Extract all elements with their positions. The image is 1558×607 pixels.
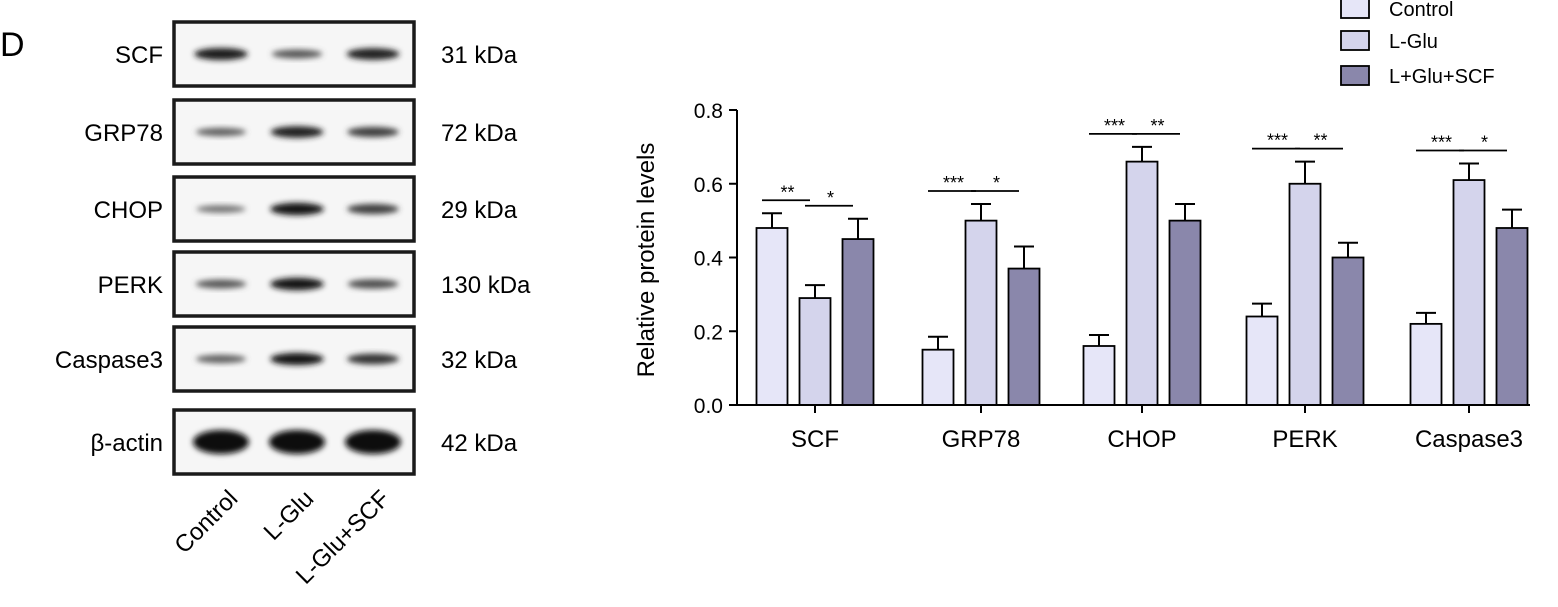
significance-label: * xyxy=(1481,132,1488,152)
significance-label: * xyxy=(993,173,1000,193)
bar xyxy=(1168,219,1202,406)
bar xyxy=(921,348,955,406)
blot-lane-label: Control xyxy=(169,485,243,559)
blot-band xyxy=(346,48,400,60)
blot-kda-label: 31 kDa xyxy=(441,42,518,69)
significance-label: ** xyxy=(780,182,794,202)
significance-label: *** xyxy=(943,173,964,193)
y-axis-label: Relative protein levels xyxy=(633,143,660,378)
blot-band xyxy=(347,203,399,215)
bar xyxy=(1082,345,1116,406)
blot-band xyxy=(196,205,246,213)
blot-band xyxy=(270,202,324,216)
bar xyxy=(1452,179,1486,406)
blot-kda-label: 32 kDa xyxy=(441,347,518,374)
significance-label: * xyxy=(827,188,834,208)
bar xyxy=(1409,322,1443,406)
bar xyxy=(1245,315,1279,406)
bar xyxy=(755,227,789,406)
x-tick-label: SCF xyxy=(791,426,839,453)
y-tick-label: 0.0 xyxy=(694,395,723,418)
blot-band xyxy=(269,430,325,454)
bar xyxy=(1125,160,1159,406)
legend-swatch xyxy=(1340,65,1370,86)
blot-band xyxy=(347,279,399,289)
legend-label: L-Glu xyxy=(1389,31,1438,53)
legend-label: L+Glu+SCF xyxy=(1389,66,1495,88)
blot-band xyxy=(196,127,246,137)
y-tick-label: 0.2 xyxy=(694,321,723,344)
y-tick-label: 0.8 xyxy=(694,100,723,123)
blot-protein-label: β-actin xyxy=(91,430,164,457)
bar xyxy=(841,238,875,406)
y-tick-label: 0.6 xyxy=(694,174,723,197)
legend-swatch xyxy=(1340,0,1370,19)
blot-band xyxy=(193,430,249,454)
bar xyxy=(1007,267,1041,406)
blot-lane-label: L-Glu xyxy=(259,485,320,546)
x-tick-label: GRP78 xyxy=(942,426,1021,453)
blot-band xyxy=(347,353,399,365)
blot-band xyxy=(345,430,401,454)
blot-protein-label: Caspase3 xyxy=(55,347,163,374)
legend-swatch xyxy=(1340,30,1370,51)
panel-label: D xyxy=(0,26,25,64)
blot-protein-label: PERK xyxy=(98,272,163,299)
western-blot: SCF 31 kDa GRP78 72 kDa CHOP 29 kDa PERK 130 kD… xyxy=(55,20,531,590)
bar xyxy=(798,297,832,406)
blot-kda-label: 29 kDa xyxy=(441,197,518,224)
bar xyxy=(1288,182,1322,406)
bar xyxy=(964,219,998,406)
blot-band xyxy=(195,279,247,289)
blot-protein-label: SCF xyxy=(115,42,163,69)
x-tick-label: Caspase3 xyxy=(1415,426,1523,453)
x-tick-label: CHOP xyxy=(1107,426,1176,453)
blot-band xyxy=(347,126,399,138)
blot-band xyxy=(270,277,324,291)
x-tick-label: PERK xyxy=(1272,426,1337,453)
significance-label: ** xyxy=(1313,131,1327,151)
significance-label: ** xyxy=(1150,116,1164,136)
blot-band xyxy=(194,47,248,61)
significance-label: *** xyxy=(1431,132,1452,152)
blot-kda-label: 42 kDa xyxy=(441,430,518,457)
blot-band xyxy=(270,352,324,366)
significance-label: *** xyxy=(1104,116,1125,136)
blot-band xyxy=(196,354,246,364)
blot-kda-label: 72 kDa xyxy=(441,120,518,147)
bar xyxy=(1495,227,1529,406)
bar xyxy=(1331,256,1365,406)
blot-band xyxy=(271,49,323,59)
legend-label: Control xyxy=(1389,0,1453,21)
blot-protein-label: GRP78 xyxy=(84,120,163,147)
blot-kda-label: 130 kDa xyxy=(441,272,531,299)
blot-protein-label: CHOP xyxy=(94,197,163,224)
blot-band xyxy=(270,126,324,138)
significance-label: *** xyxy=(1267,131,1288,151)
y-tick-label: 0.4 xyxy=(694,248,724,271)
